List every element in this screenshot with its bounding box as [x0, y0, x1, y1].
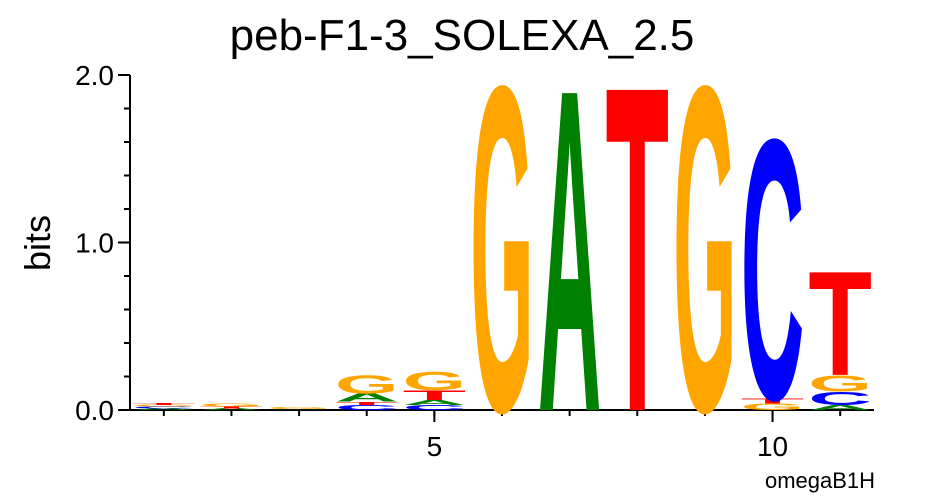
logo-letter: G	[470, 0, 534, 496]
y-tick-label: 2.0	[75, 60, 114, 91]
logo-letter: A	[335, 391, 399, 404]
logo-letter: A	[808, 404, 872, 412]
logo-letter: A	[132, 408, 196, 411]
logo-letter: A	[267, 409, 331, 410]
logo-letter: G	[741, 402, 805, 412]
logo-letter: G	[200, 403, 264, 408]
logo-letter: C	[132, 406, 196, 409]
logo-letter: G	[132, 405, 196, 408]
logo-letter: C	[741, 62, 805, 478]
logo-letter: T	[605, 0, 669, 496]
logo-letter: A	[538, 0, 602, 496]
logo-letter: T	[403, 387, 467, 403]
logo-letter: A	[200, 408, 264, 411]
logo-letter: G	[403, 367, 467, 396]
logo-letter: C	[403, 404, 467, 412]
x-axis-label: omegaB1H	[765, 468, 875, 493]
logo-letter: C	[335, 404, 399, 412]
logo-letter: T	[808, 242, 872, 408]
y-tick-label: 0.0	[75, 395, 114, 426]
logo-letter: C	[808, 388, 872, 409]
logo-letter: T	[132, 403, 196, 406]
logo-letter: A	[403, 399, 467, 407]
logo-letter: T	[200, 406, 264, 409]
y-tick-label: 1.0	[75, 228, 114, 259]
x-tick-label: 10	[757, 431, 788, 462]
logo-letter: G	[335, 370, 399, 399]
logo-letter: T	[335, 401, 399, 406]
logo-letter: G	[267, 407, 331, 410]
logo-letter: G	[673, 0, 737, 496]
logo-letter: G	[808, 371, 872, 397]
chart-title: peb-F1-3_SOLEXA_2.5	[230, 11, 695, 60]
logo-letter: T	[741, 397, 805, 405]
y-axis-label: bits	[17, 215, 58, 271]
x-tick-label: 5	[427, 431, 443, 462]
